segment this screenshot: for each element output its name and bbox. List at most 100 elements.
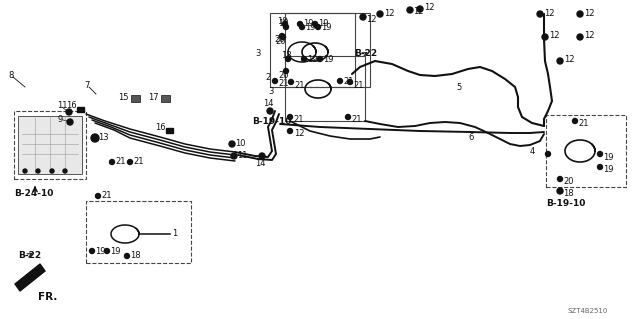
Circle shape (557, 188, 563, 194)
Circle shape (267, 108, 273, 114)
Text: 20: 20 (563, 177, 573, 187)
Text: 3: 3 (268, 86, 273, 95)
Circle shape (287, 129, 292, 133)
Circle shape (259, 153, 265, 159)
Circle shape (67, 119, 73, 125)
Text: FR.: FR. (38, 292, 58, 302)
Circle shape (557, 176, 563, 182)
Text: SZT4B2510: SZT4B2510 (568, 308, 609, 314)
Text: 18: 18 (278, 19, 289, 27)
Circle shape (348, 79, 353, 85)
Text: 14: 14 (255, 159, 266, 167)
Text: 9: 9 (57, 115, 62, 123)
Text: 21: 21 (351, 115, 362, 124)
Circle shape (298, 21, 303, 26)
Text: 6: 6 (468, 132, 474, 142)
Text: 11: 11 (237, 152, 248, 160)
Bar (166, 128, 173, 133)
Bar (86, 201, 191, 263)
Text: B-22: B-22 (354, 49, 377, 58)
Text: 21: 21 (133, 158, 143, 167)
Circle shape (284, 69, 289, 73)
Circle shape (104, 249, 109, 254)
Text: 20: 20 (274, 34, 285, 43)
Circle shape (537, 11, 543, 17)
Circle shape (289, 79, 294, 85)
Circle shape (287, 115, 292, 120)
Circle shape (377, 11, 383, 17)
Circle shape (407, 7, 413, 13)
Text: B-24-10: B-24-10 (14, 189, 53, 197)
Circle shape (577, 34, 583, 40)
Text: 11: 11 (57, 101, 67, 110)
Text: 12: 12 (384, 9, 394, 18)
Text: 21: 21 (353, 80, 364, 90)
Circle shape (125, 254, 129, 258)
Circle shape (598, 152, 602, 157)
Circle shape (282, 21, 287, 26)
Text: 3: 3 (255, 49, 260, 58)
Circle shape (63, 169, 67, 173)
Circle shape (284, 25, 289, 29)
Circle shape (127, 160, 132, 165)
Text: 19: 19 (603, 166, 614, 174)
Text: 4: 4 (530, 146, 535, 155)
Text: 19: 19 (303, 19, 314, 28)
Bar (14, 111, 86, 179)
Text: 7: 7 (84, 80, 90, 90)
Text: B-19-10: B-19-10 (252, 116, 291, 125)
Bar (285, 13, 370, 87)
Text: 10: 10 (235, 139, 246, 149)
Text: 16: 16 (66, 100, 77, 109)
Text: 20: 20 (275, 36, 285, 46)
Text: 12: 12 (366, 14, 376, 24)
Text: 8: 8 (8, 70, 13, 79)
Text: 12: 12 (544, 9, 554, 18)
Text: 16: 16 (155, 122, 166, 131)
Text: 21: 21 (578, 118, 589, 128)
Text: 12: 12 (294, 130, 305, 138)
Polygon shape (15, 264, 45, 291)
Bar (161, 95, 170, 102)
Text: 18: 18 (277, 17, 287, 26)
Bar (131, 95, 140, 102)
Circle shape (337, 78, 342, 84)
Text: 5: 5 (456, 83, 461, 92)
Text: 19: 19 (603, 152, 614, 161)
Circle shape (95, 194, 100, 198)
Text: 21: 21 (293, 115, 303, 124)
Circle shape (280, 33, 285, 39)
Text: 12: 12 (549, 32, 559, 41)
Circle shape (109, 160, 115, 165)
Circle shape (229, 141, 235, 147)
Circle shape (317, 56, 323, 62)
Bar (546, 115, 626, 187)
Circle shape (417, 6, 423, 12)
Circle shape (23, 169, 27, 173)
Text: 20: 20 (278, 70, 289, 79)
Circle shape (598, 165, 602, 169)
Bar (270, 13, 355, 87)
Text: 12: 12 (564, 56, 575, 64)
Circle shape (545, 152, 550, 157)
Text: 19: 19 (110, 247, 120, 256)
Text: 21: 21 (294, 80, 305, 90)
Text: 12: 12 (584, 9, 595, 18)
Text: 17: 17 (148, 93, 159, 101)
Text: 12: 12 (413, 8, 424, 17)
Bar (18, 116, 82, 174)
Text: B-22: B-22 (18, 251, 41, 261)
Text: 1: 1 (172, 229, 177, 239)
Text: 19: 19 (95, 247, 106, 256)
Circle shape (280, 34, 285, 40)
Text: 12: 12 (584, 32, 595, 41)
Text: B-19-10: B-19-10 (546, 199, 586, 209)
Circle shape (300, 25, 305, 29)
Circle shape (360, 14, 366, 20)
Text: 12: 12 (424, 4, 435, 12)
Text: 21: 21 (343, 77, 353, 85)
Circle shape (66, 109, 72, 115)
Text: 2: 2 (265, 72, 270, 81)
Circle shape (312, 21, 317, 26)
Text: 15: 15 (118, 93, 129, 101)
